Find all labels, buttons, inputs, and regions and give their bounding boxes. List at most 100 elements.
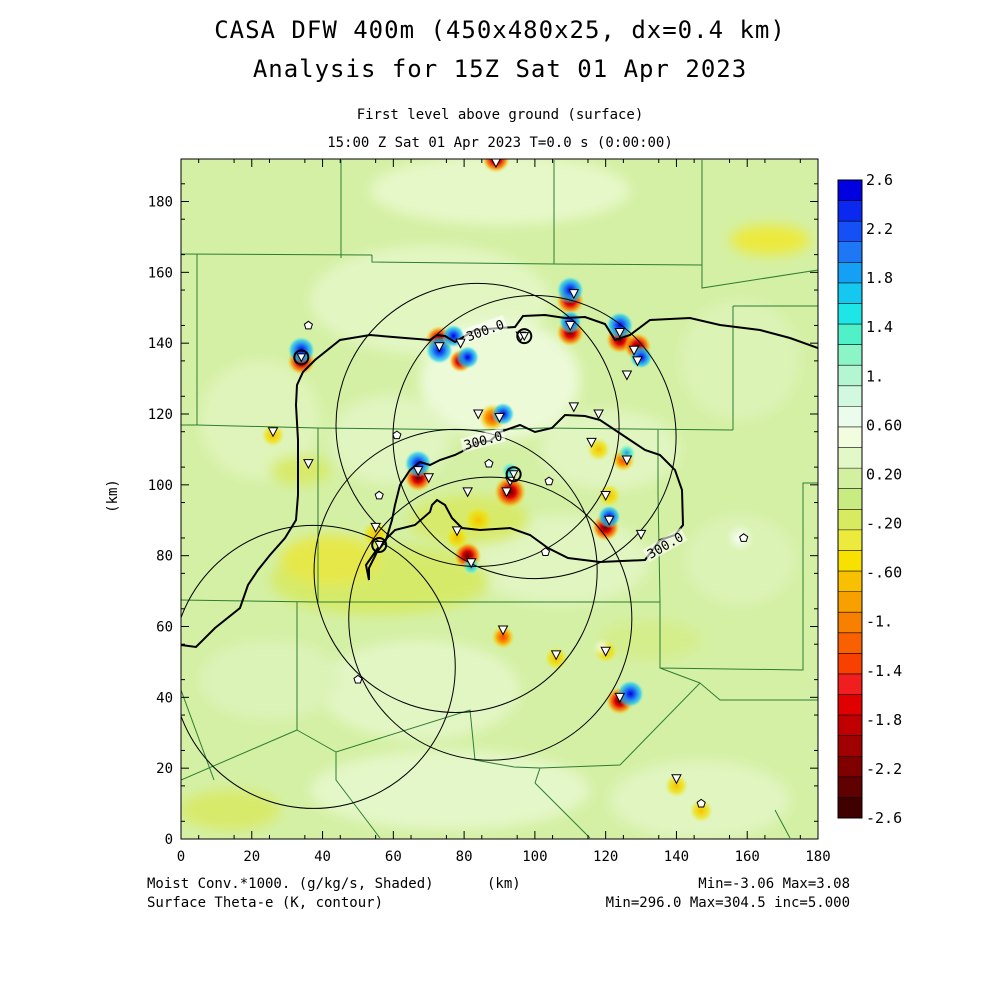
station-triangle <box>671 774 682 785</box>
x-tick-label: 0 <box>177 849 185 865</box>
station-triangle <box>451 526 463 537</box>
station-pentagon <box>353 674 363 684</box>
station-triangle <box>370 522 381 533</box>
x-tick-label: 160 <box>735 849 760 865</box>
colorbar-label: 1. <box>866 367 884 385</box>
title-line-2: Analysis for 15Z Sat 01 Apr 2023 <box>252 55 748 83</box>
colorbar-swatch <box>838 571 862 592</box>
station-triangle <box>423 473 435 484</box>
station-triangle <box>519 332 530 342</box>
colorbar-label: -.20 <box>866 515 902 533</box>
colorbar-label: 2.6 <box>866 171 893 189</box>
title-line-1: CASA DFW 400m (450x480x25, dx=0.4 km) <box>214 16 786 44</box>
colorbar-swatch <box>838 735 862 757</box>
colorbar-label: -1.4 <box>866 662 902 680</box>
colorbar-swatch <box>838 241 862 263</box>
colorbar-swatch <box>838 180 862 201</box>
y-tick-label: 100 <box>148 478 173 494</box>
colorbar-label: -2.2 <box>866 760 902 778</box>
radar-range-ring <box>348 476 633 761</box>
level-label: First level above ground (surface) <box>356 107 644 123</box>
footer-left-line-1: Moist Conv.*1000. (g/kg/s, Shaded) <box>147 876 434 892</box>
station-pentagon <box>540 547 551 556</box>
station-pentagon <box>374 490 384 500</box>
x-tick-label: 20 <box>243 849 260 865</box>
station-triangle <box>550 650 562 661</box>
colorbar-swatch <box>838 385 862 407</box>
station-triangle <box>621 370 633 381</box>
station-triangle <box>303 459 314 470</box>
y-tick-label: 80 <box>156 549 173 565</box>
station-triangle <box>600 490 611 502</box>
colorbar-swatch <box>838 550 862 572</box>
colorbar-label: 0.20 <box>866 465 902 483</box>
station-triangle <box>628 345 640 356</box>
colorbar-swatch <box>838 468 862 490</box>
x-tick-label: 100 <box>522 849 547 865</box>
y-tick-label: 120 <box>148 407 173 423</box>
plot-frame <box>180 158 819 840</box>
colorbar-swatch <box>838 591 862 613</box>
y-tick-label: 0 <box>165 832 173 848</box>
station-triangle <box>600 646 611 657</box>
anomaly-spot <box>664 774 688 798</box>
colorbar-swatch <box>838 365 862 387</box>
station-triangle <box>434 342 445 353</box>
station-triangle <box>635 529 647 540</box>
station-triangle <box>462 487 473 498</box>
station-triangle <box>586 437 597 448</box>
colorbar-label: 2.2 <box>866 220 893 238</box>
anomaly-spot <box>617 443 637 463</box>
colorbar-swatch <box>838 282 862 304</box>
station-triangle <box>568 402 580 413</box>
colorbar-frame <box>837 179 863 819</box>
station-triangle <box>614 328 626 339</box>
radar-range-ring <box>313 428 598 713</box>
colorbar-label: -1. <box>866 613 893 631</box>
y-tick-label: 60 <box>156 620 173 636</box>
anomaly-spot <box>494 475 527 509</box>
x-tick-label: 180 <box>805 849 830 865</box>
colorbar-swatch <box>838 200 862 222</box>
x-axis-label: (km) <box>487 876 521 892</box>
station-pentagon <box>696 798 706 808</box>
y-tick-label: 140 <box>148 336 173 352</box>
y-tick-label: 180 <box>148 195 173 211</box>
colorbar-label: 1.8 <box>866 269 893 287</box>
colorbar-swatch <box>838 447 862 469</box>
station-pentagon <box>392 430 402 440</box>
colorbar-swatch <box>838 406 862 428</box>
station-triangle <box>455 338 466 349</box>
colorbar-swatch <box>838 797 862 819</box>
x-tick-label: 60 <box>385 849 402 865</box>
colorbar-label: -2.6 <box>866 809 902 827</box>
anomaly-spot <box>445 526 469 550</box>
footer-left-line-2: Surface Theta-e (K, contour) <box>147 895 384 911</box>
axes: 0 20 40 60 80 100 120 140 160 180 0 20 40 60 80 100 120 1… <box>148 159 831 865</box>
colorbar-swatch <box>838 509 862 531</box>
radar-site-marker <box>505 466 522 483</box>
station-triangle <box>472 409 484 420</box>
colorbar-swatch <box>838 344 862 366</box>
station-pentagon <box>303 320 313 330</box>
station-triangle <box>564 320 576 332</box>
anomaly-spot <box>689 799 713 823</box>
colorbar-swatch <box>838 632 862 654</box>
station-triangle <box>508 470 519 480</box>
colorbar-swatch <box>838 715 862 736</box>
colorbar-swatch <box>838 529 862 551</box>
station-pentagon <box>484 458 494 468</box>
colorbar-swatch <box>838 303 862 325</box>
x-tick-label: 140 <box>664 849 689 865</box>
y-axis-label: (km) <box>104 479 121 513</box>
station-triangle <box>296 353 307 363</box>
anomaly-spot <box>456 345 480 369</box>
colorbar-swatch <box>838 426 862 448</box>
shaded-field: 300.0 300.0 300.0 <box>181 159 818 839</box>
station-pentagon <box>544 476 554 486</box>
colorbar-swatch <box>838 488 862 510</box>
x-tick-label: 80 <box>456 849 473 865</box>
x-tick-label: 40 <box>314 849 331 865</box>
station-triangle <box>412 466 424 477</box>
anomaly-spot <box>491 625 515 649</box>
